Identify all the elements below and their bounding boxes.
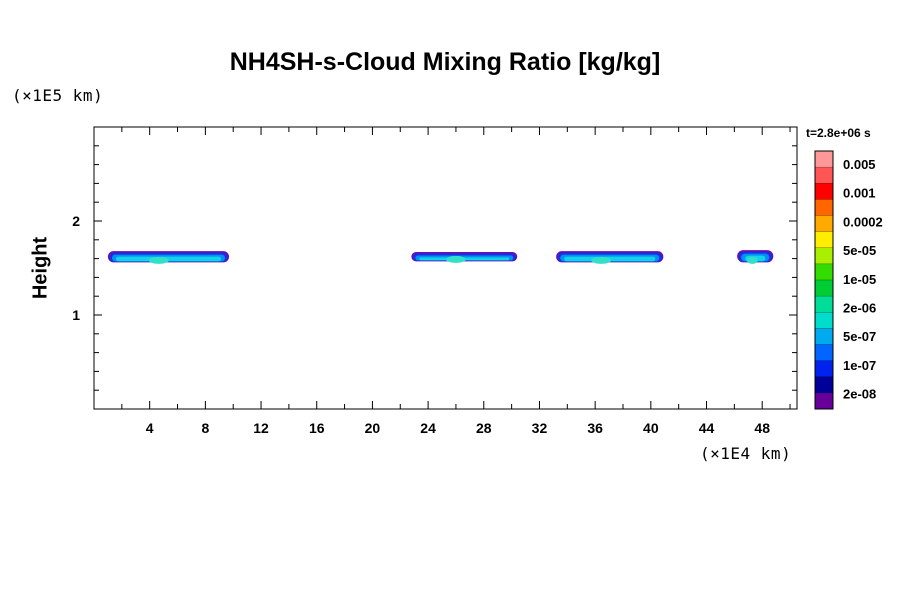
plot-frame [93, 126, 798, 410]
chart-title: NH4SH-s-Cloud Mixing Ratio [kg/kg] [229, 48, 661, 76]
colorbar-label: 2e-06 [843, 301, 876, 316]
y-unit-label: (×1E5 km) [12, 86, 104, 105]
colorbar-swatch [815, 312, 833, 329]
x-tick-label: 16 [309, 420, 325, 436]
colorbar-swatch [815, 183, 833, 200]
y-tick-label: 1 [72, 307, 80, 323]
colorbar-swatch [815, 215, 833, 233]
colorbar-label: 5e-07 [843, 329, 876, 344]
colorbar-swatch [815, 151, 833, 168]
cloud-band-core [445, 255, 466, 263]
colorbar-label: 1e-05 [843, 272, 876, 287]
x-tick-label: 36 [587, 420, 603, 436]
colorbar-label: 0.0002 [843, 214, 883, 229]
colorbar-swatch [815, 167, 833, 184]
x-tick-label: 32 [532, 420, 548, 436]
x-tick-label: 24 [420, 420, 436, 436]
x-tick-label: 44 [699, 420, 715, 436]
x-tick-label: 4 [146, 420, 154, 436]
colorbar-swatch [815, 199, 833, 216]
colorbar-label: 5e-05 [843, 243, 876, 258]
x-tick-label: 40 [643, 420, 659, 436]
colorbar-swatch [815, 392, 833, 410]
colorbar-swatch [815, 344, 833, 362]
x-tick-label: 20 [365, 420, 381, 436]
colorbar-swatch [815, 376, 833, 394]
colorbar-swatch [815, 247, 833, 265]
colorbar-swatch [815, 280, 833, 297]
colorbar-label: 1e-07 [843, 358, 876, 373]
time-label: t=2.8e+06 s [806, 126, 871, 140]
colorbar-swatch [815, 231, 833, 249]
x-tick-label: 12 [253, 420, 269, 436]
x-tick-label: 28 [476, 420, 492, 436]
colorbar-swatch [815, 328, 833, 345]
cloud-band-core [115, 256, 222, 262]
cloud-band-core [591, 256, 612, 264]
cloud-band-core [746, 256, 758, 264]
x-tick-label: 48 [754, 420, 770, 436]
cloud-band-core [148, 256, 169, 264]
colorbar-swatch [815, 263, 833, 281]
colorbar-swatch [815, 360, 833, 378]
x-tick-label: 8 [201, 420, 209, 436]
colorbar-label: 2e-08 [843, 387, 876, 402]
colorbar-label: 0.001 [843, 186, 876, 201]
x-unit-label: (×1E4 km) [700, 444, 792, 463]
colorbar-swatch [815, 296, 833, 313]
colorbar-label: 0.005 [843, 157, 876, 172]
y-tick-label: 2 [72, 213, 80, 229]
